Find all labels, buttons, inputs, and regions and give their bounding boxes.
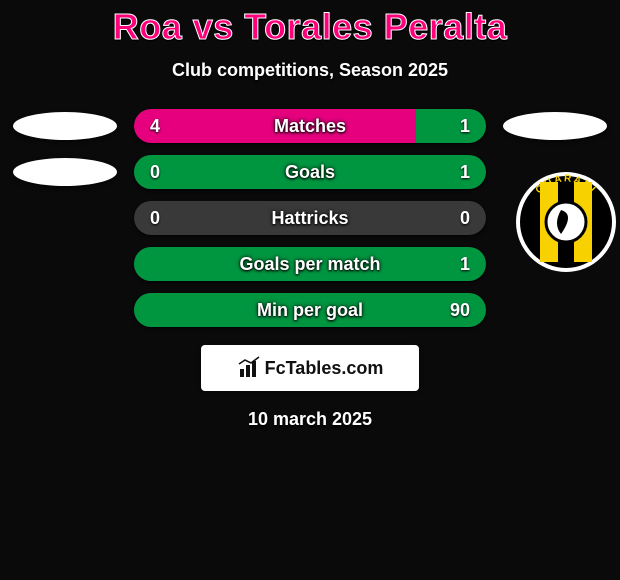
left-team-slot	[10, 201, 120, 235]
stat-bar: 1Goals per match	[134, 247, 486, 281]
stat-label: Goals	[134, 155, 486, 189]
footer-date: 10 march 2025	[0, 409, 620, 430]
stat-bar: 41Matches	[134, 109, 486, 143]
right-team-slot	[500, 293, 610, 327]
placeholder-ellipse-icon	[503, 112, 607, 140]
stat-label: Matches	[134, 109, 486, 143]
stat-label: Goals per match	[134, 247, 486, 281]
brand-text: FcTables.com	[265, 358, 384, 379]
placeholder-ellipse-icon	[13, 112, 117, 140]
guarani-badge-icon: GUARANI	[514, 170, 618, 274]
left-team-slot	[10, 109, 120, 143]
stat-label: Hattricks	[134, 201, 486, 235]
left-team-slot	[10, 155, 120, 189]
stat-bar: 01Goals	[134, 155, 486, 189]
brand-box: FcTables.com	[201, 345, 419, 391]
right-team-slot	[500, 109, 610, 143]
stat-row: 41Matches	[0, 109, 620, 143]
stat-label: Min per goal	[134, 293, 486, 327]
stat-row: 90Min per goal	[0, 293, 620, 327]
stat-bar: 00Hattricks	[134, 201, 486, 235]
page-title: Roa vs Torales Peralta	[0, 0, 620, 48]
placeholder-ellipse-icon	[13, 158, 117, 186]
page-subtitle: Club competitions, Season 2025	[0, 60, 620, 81]
left-team-slot	[10, 293, 120, 327]
comparison-infographic: Roa vs Torales Peralta Club competitions…	[0, 0, 620, 580]
stat-bar: 90Min per goal	[134, 293, 486, 327]
left-team-slot	[10, 247, 120, 281]
bar-chart-icon	[237, 356, 261, 380]
